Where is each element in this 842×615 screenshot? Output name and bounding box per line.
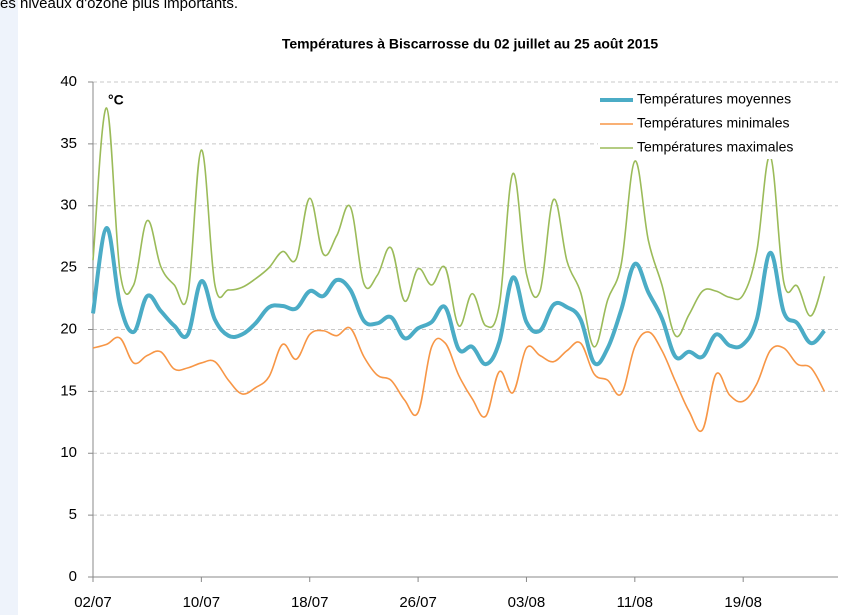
y-tick-label: 35 (60, 135, 77, 152)
legend-bg (598, 89, 838, 111)
legend-label: Températures maximales (637, 139, 793, 155)
x-tick-label: 18/07 (291, 594, 329, 611)
x-tick-label: 02/07 (74, 594, 112, 611)
series-line (92, 326, 826, 433)
side-strip (0, 0, 18, 615)
series-line (91, 226, 826, 367)
x-tick-label: 26/07 (399, 594, 437, 611)
legend-bg (598, 137, 838, 159)
x-tick-label: 19/08 (724, 594, 762, 611)
y-tick-label: 20 (60, 320, 77, 337)
chart-title: Températures à Biscarrosse du 02 juillet… (282, 36, 659, 52)
y-tick-label: 15 (60, 382, 77, 399)
legend-bg (598, 113, 838, 135)
series-line (92, 107, 826, 348)
unit-annotation: °C (108, 92, 124, 108)
x-tick-label: 03/08 (508, 594, 546, 611)
y-tick-label: 5 (69, 506, 77, 523)
legend-label: Températures moyennes (637, 91, 791, 107)
y-tick-label: 25 (60, 259, 77, 276)
y-tick-label: 30 (60, 197, 77, 214)
page-text: es niveaux d'ozone plus importants. (0, 0, 238, 12)
x-tick-label: 10/07 (183, 594, 221, 611)
x-tick-label: 11/08 (617, 594, 653, 611)
legend-label: Températures minimales (637, 115, 790, 131)
y-tick-label: 10 (60, 444, 77, 461)
y-tick-label: 0 (69, 568, 77, 585)
y-tick-label: 40 (60, 73, 77, 90)
